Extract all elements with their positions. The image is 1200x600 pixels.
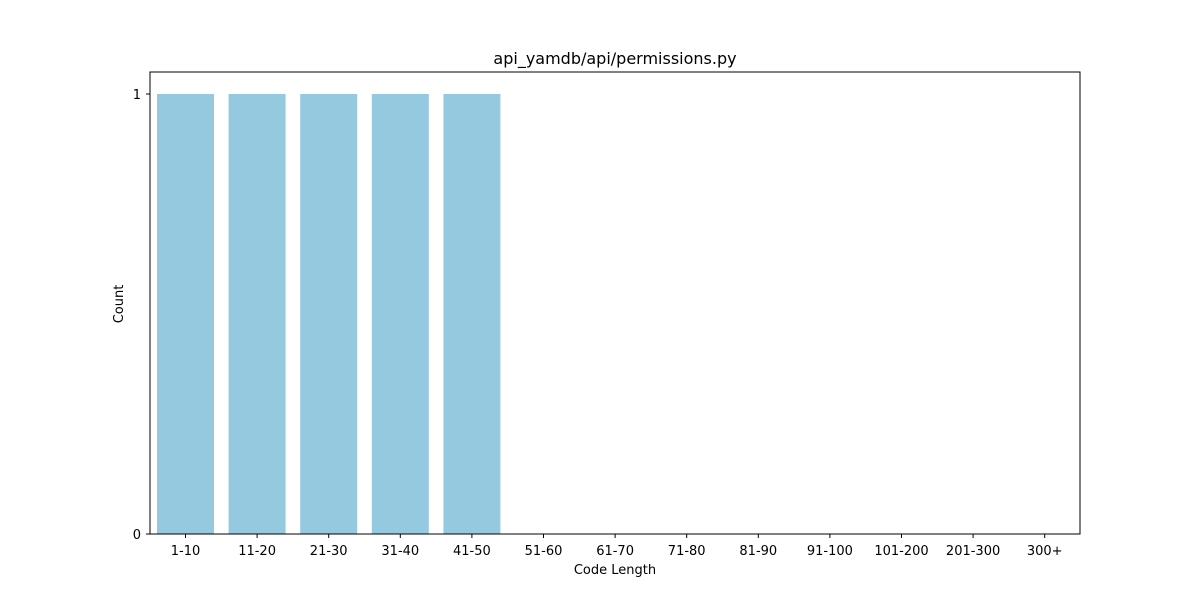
y-axis-label: Count: [112, 285, 127, 324]
x-tick-label: 41-50: [453, 544, 491, 559]
y-tick-label: 1: [133, 88, 141, 103]
bar-21-30: [300, 94, 358, 534]
x-axis: 1-10 11-20 21-30 31-40 41-50 51-60 61-70 71-80 8…: [171, 534, 1063, 559]
x-tick-label: 21-30: [310, 544, 348, 559]
bar-1-10: [157, 94, 214, 534]
x-tick-label: 71-80: [668, 544, 706, 559]
x-tick-label: 101-200: [874, 544, 928, 559]
x-tick-label: 61-70: [596, 544, 634, 559]
bar-31-40: [371, 94, 429, 534]
y-tick-label: 0: [133, 528, 141, 543]
x-tick-label: 31-40: [381, 544, 419, 559]
x-tick-label: 51-60: [525, 544, 563, 559]
x-tick-label: 91-100: [807, 544, 853, 559]
x-axis-label: Code Length: [574, 563, 656, 578]
bar-11-20: [228, 94, 286, 534]
x-tick-label: 300+: [1027, 544, 1063, 559]
plot-area-frame: [149, 71, 1081, 535]
x-tick-label: 11-20: [238, 544, 276, 559]
y-axis: 01: [133, 88, 150, 543]
bar-41-50: [443, 94, 501, 534]
chart-title: api_yamdb/api/permissions.py: [493, 49, 736, 69]
bars-group: [157, 94, 501, 534]
x-tick-label: 201-300: [946, 544, 1000, 559]
x-tick-label: 81-90: [739, 544, 777, 559]
x-tick-label: 1-10: [171, 544, 201, 559]
